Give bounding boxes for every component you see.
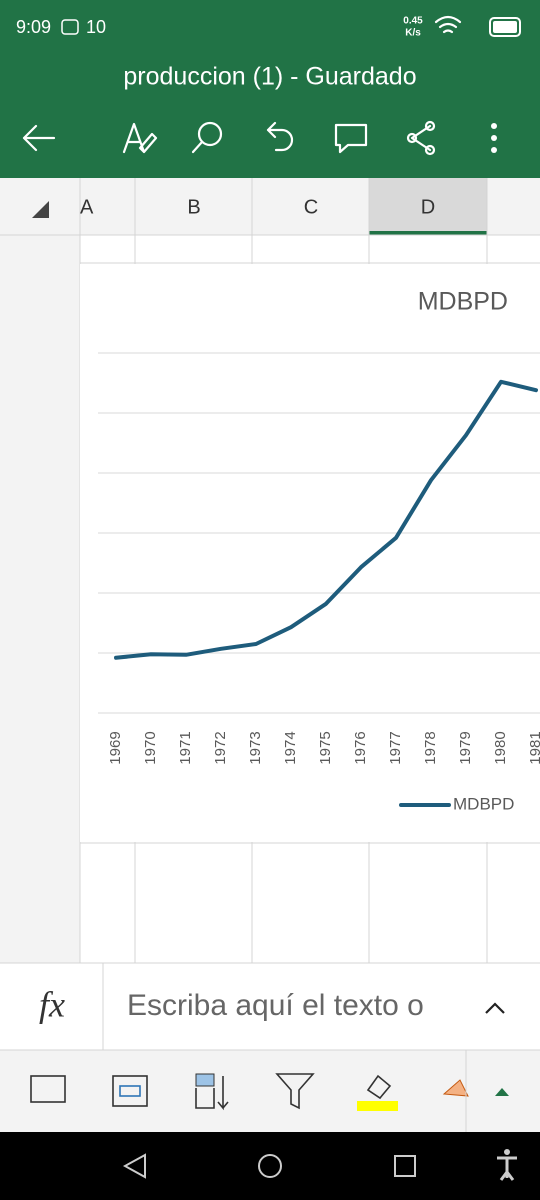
search-handle <box>191 140 204 154</box>
formula-bar <box>0 963 540 1050</box>
wifi-icon <box>434 15 462 34</box>
comment-button[interactable] <box>334 123 368 154</box>
notification-count: 10 <box>86 17 106 37</box>
column-header[interactable]: D <box>421 196 435 218</box>
x-tick-label: 1974 <box>282 731 299 764</box>
formula-input[interactable]: Escriba aquí el texto o <box>127 989 424 1022</box>
tool-button[interactable] <box>442 1079 469 1097</box>
x-tick-label: 1979 <box>457 731 474 764</box>
sort-icon <box>195 1076 229 1111</box>
nav-home[interactable] <box>258 1154 282 1178</box>
toolbar-expand[interactable] <box>495 1088 509 1096</box>
nav-bar <box>0 1132 540 1200</box>
x-tick-label: 1978 <box>422 731 439 764</box>
share-dot <box>424 144 436 156</box>
fx-button[interactable]: fx <box>39 984 65 1024</box>
time: 9:09 <box>16 17 51 37</box>
x-tick-label: 1973 <box>247 731 264 764</box>
x-tick-label: 1969 <box>107 731 124 764</box>
accessibility-head <box>504 1149 510 1155</box>
x-tick-label: 1976 <box>352 731 369 764</box>
net-speed: 0.45 <box>403 16 423 27</box>
legend-label: MDBPD <box>453 794 514 813</box>
selected-column-header <box>369 178 487 235</box>
expand-button[interactable] <box>485 1002 505 1014</box>
select-all[interactable] <box>32 201 49 218</box>
more-button[interactable] <box>491 123 497 153</box>
column-header[interactable]: A <box>80 196 94 218</box>
accessibility[interactable] <box>497 1156 517 1181</box>
chart-area <box>80 264 540 842</box>
net-speed-unit: K/s <box>405 28 421 39</box>
undo-button[interactable] <box>266 121 294 152</box>
battery <box>489 17 521 37</box>
selection-indicator <box>369 231 487 235</box>
fill-button[interactable] <box>366 1074 392 1100</box>
column-header[interactable]: B <box>187 196 200 218</box>
edit-button[interactable] <box>122 122 158 154</box>
tool-button[interactable] <box>112 1075 148 1107</box>
search-button[interactable] <box>197 121 223 147</box>
nav-back[interactable] <box>122 1153 146 1179</box>
battery-level <box>493 21 517 33</box>
x-tick-label: 1970 <box>142 731 159 764</box>
share-dot <box>406 132 418 144</box>
share-dot <box>424 120 436 132</box>
file-title: produccion (1) - Guardado <box>123 63 416 91</box>
tool-button[interactable] <box>195 1073 215 1087</box>
filter-button[interactable] <box>275 1073 315 1110</box>
message-icon <box>61 19 79 35</box>
x-tick-label: 1981 <box>527 731 540 764</box>
x-tick-label: 1980 <box>492 731 509 764</box>
x-tick-label: 1972 <box>212 731 229 764</box>
tool-button[interactable] <box>30 1075 66 1103</box>
series-line <box>114 379 538 660</box>
chart-title: MDBPD <box>418 288 508 316</box>
back-button[interactable] <box>22 124 56 152</box>
app-header <box>0 0 540 178</box>
chart[interactable]: MDBPD 1969 1970 1971 1972 1973 1974 1975 1976 19… <box>80 264 540 842</box>
nav-recents[interactable] <box>394 1155 416 1177</box>
x-tick-label: 1977 <box>387 731 404 764</box>
share-button[interactable] <box>410 124 432 152</box>
x-tick-label: 1975 <box>317 731 334 764</box>
column-header[interactable]: C <box>304 196 318 218</box>
x-tick-label: 1971 <box>177 731 194 764</box>
tool-icon-part <box>119 1085 141 1097</box>
row-header-column <box>0 178 80 963</box>
fill-color <box>357 1101 398 1111</box>
